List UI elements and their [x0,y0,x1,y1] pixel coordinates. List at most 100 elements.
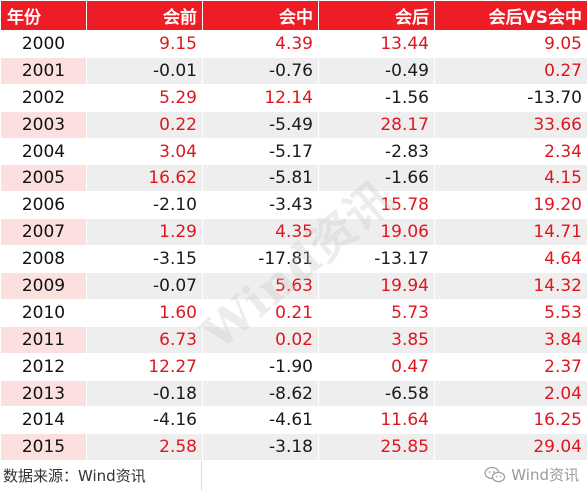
value-cell: -3.43 [202,191,319,220]
value-cell: 1.60 [86,298,203,327]
footer: 数据来源：Wind资讯 Wind资讯 [0,461,587,491]
year-cell: 2004 [0,137,87,166]
value-cell: -1.56 [318,83,435,112]
value-cell: 16.62 [86,164,203,193]
value-cell: -0.07 [86,272,203,300]
value-cell: 5.63 [202,272,319,300]
value-cell: 0.47 [318,352,435,381]
value-cell: 0.21 [202,298,319,327]
value-cell: 19.20 [434,191,587,220]
year-cell: 2013 [0,379,87,408]
table-row: 2008 -3.15 -17.81 -13.17 4.64 [0,245,587,274]
value-cell: 1.29 [86,218,203,247]
value-cell: 9.15 [86,30,203,58]
value-cell: 5.53 [434,298,587,327]
value-cell: 5.73 [318,298,435,327]
year-cell: 2008 [0,245,87,274]
table-row: 2013 -0.18 -8.62 -6.58 2.04 [0,379,587,408]
value-cell: -6.58 [318,379,435,408]
column-header-year: 年份 [0,0,87,31]
year-cell: 2011 [0,325,87,354]
data-source: 数据来源：Wind资讯 [3,467,146,485]
value-cell: 11.64 [318,406,435,435]
value-cell: 3.85 [318,325,435,354]
value-cell: -4.61 [202,406,319,435]
value-cell: 33.66 [434,110,587,139]
year-cell: 2007 [0,218,87,247]
year-cell: 2006 [0,191,87,220]
value-cell: 19.06 [318,218,435,247]
value-cell: 16.25 [434,406,587,435]
table-row: 2005 16.62 -5.81 -1.66 4.15 [0,164,587,193]
year-cell: 2000 [0,30,87,58]
table-row: 2010 1.60 0.21 5.73 5.53 [0,298,587,327]
value-cell: -4.16 [86,406,203,435]
value-cell: 3.84 [434,325,587,354]
table-row: 2007 1.29 4.35 19.06 14.71 [0,218,587,247]
year-cell: 2003 [0,110,87,139]
value-cell: -2.10 [86,191,203,220]
value-cell: 4.35 [202,218,319,247]
table-header-row: 年份 会前 会中 会后 会后VS会中 [0,0,587,31]
value-cell: -3.15 [86,245,203,274]
year-cell: 2012 [0,352,87,381]
returns-table: 年份 会前 会中 会后 会后VS会中 2000 9.15 4.39 13.44 9.05… [0,0,587,462]
value-cell: -8.62 [202,379,319,408]
value-cell: 4.64 [434,245,587,274]
column-header-after: 会后 [318,0,435,31]
value-cell: -13.70 [434,83,587,112]
table-row: 2004 3.04 -5.17 -2.83 2.34 [0,137,587,166]
footer-divider [201,461,202,491]
year-cell: 2015 [0,433,87,462]
table-row: 2015 2.58 -3.18 25.85 29.04 [0,433,587,462]
value-cell: 2.34 [434,137,587,166]
value-cell: 12.14 [202,83,319,112]
year-cell: 2009 [0,272,87,300]
value-cell: 29.04 [434,433,587,462]
value-cell: 12.27 [86,352,203,381]
year-cell: 2001 [0,56,87,85]
value-cell: 4.15 [434,164,587,193]
value-cell: 0.22 [86,110,203,139]
table-body: 2000 9.15 4.39 13.44 9.05 2001 -0.01 -0.76 -0.49… [0,30,587,462]
value-cell: 19.94 [318,272,435,300]
value-cell: -0.01 [86,56,203,85]
column-header-during: 会中 [202,0,319,31]
value-cell: 3.04 [86,137,203,166]
column-header-before: 会前 [86,0,203,31]
value-cell: 25.85 [318,433,435,462]
value-cell: -0.49 [318,56,435,85]
value-cell: -0.76 [202,56,319,85]
brand: Wind资讯 [484,464,579,485]
value-cell: 6.73 [86,325,203,354]
value-cell: -3.18 [202,433,319,462]
value-cell: -13.17 [318,245,435,274]
year-cell: 2005 [0,164,87,193]
value-cell: -5.17 [202,137,319,166]
value-cell: 14.71 [434,218,587,247]
wechat-icon [484,466,506,482]
value-cell: 4.39 [202,30,319,58]
value-cell: -5.81 [202,164,319,193]
value-cell: -1.66 [318,164,435,193]
value-cell: 9.05 [434,30,587,58]
value-cell: 0.02 [202,325,319,354]
value-cell: 2.37 [434,352,587,381]
value-cell: 14.32 [434,272,587,300]
value-cell: 5.29 [86,83,203,112]
column-header-after-vs-during: 会后VS会中 [434,0,587,31]
value-cell: 28.17 [318,110,435,139]
year-cell: 2014 [0,406,87,435]
value-cell: -0.18 [86,379,203,408]
value-cell: -5.49 [202,110,319,139]
table-row: 2000 9.15 4.39 13.44 9.05 [0,30,587,58]
value-cell: 2.04 [434,379,587,408]
year-cell: 2010 [0,298,87,327]
value-cell: 15.78 [318,191,435,220]
table-row: 2003 0.22 -5.49 28.17 33.66 [0,110,587,139]
table-row: 2009 -0.07 5.63 19.94 14.32 [0,272,587,300]
table-row: 2001 -0.01 -0.76 -0.49 0.27 [0,56,587,85]
table-row: 2006 -2.10 -3.43 15.78 19.20 [0,191,587,220]
brand-label: Wind资讯 [511,466,579,484]
value-cell: -2.83 [318,137,435,166]
